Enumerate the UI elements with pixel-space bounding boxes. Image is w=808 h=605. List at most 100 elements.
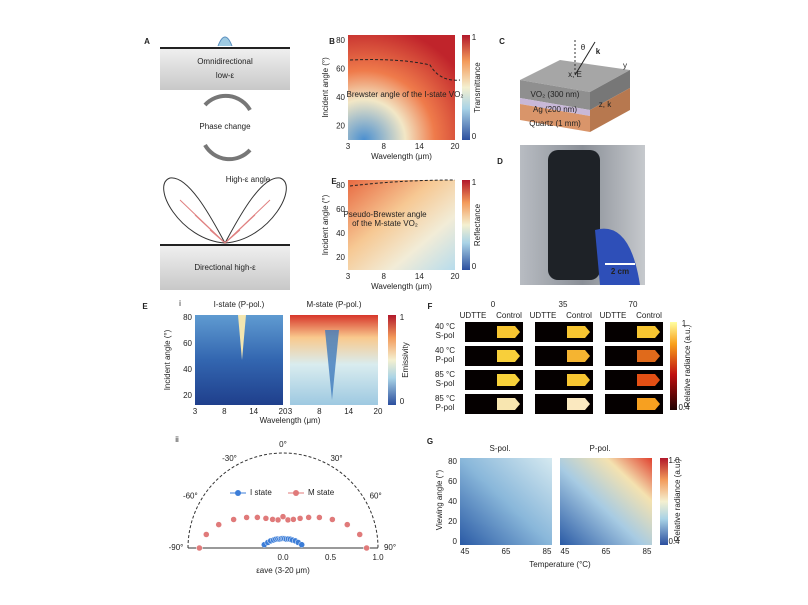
text: 60° <box>370 492 382 501</box>
cold-streak <box>325 330 339 400</box>
panel-label: C <box>499 37 505 46</box>
control-sample <box>497 326 520 338</box>
text: Quartz (1 mm) <box>529 119 581 128</box>
x-tick-label: 20 <box>374 407 383 416</box>
text: Control <box>636 311 662 320</box>
x-tick-label: 3 <box>288 407 293 416</box>
control-sample <box>497 350 520 362</box>
text: Phase change <box>199 122 251 131</box>
text: θ <box>581 43 586 52</box>
text: Wavelength (μm) <box>260 416 321 425</box>
text: 85 <box>543 547 552 556</box>
colorbar <box>462 180 470 270</box>
text: VO₂ (300 nm) <box>531 90 580 99</box>
x-tick-label: 20 <box>279 407 288 416</box>
text: Emissivity <box>401 342 410 378</box>
text: 40 °C <box>435 322 455 331</box>
quartz-side <box>590 88 630 132</box>
heatmap <box>460 458 552 545</box>
colorbar-tick: 0 <box>472 262 477 271</box>
y-tick-label: 40 <box>183 365 192 374</box>
data-point <box>298 541 305 548</box>
colorbar-label: Transmittance <box>473 62 482 113</box>
data-point <box>215 521 222 528</box>
colorbar-tick: 1 <box>472 178 477 187</box>
text: Pseudo-Brewster angle <box>343 210 427 219</box>
quartz-layer <box>520 104 590 132</box>
text: 85 <box>643 547 652 556</box>
text: Relative radiance (a.u.) <box>673 458 682 541</box>
text: Directional high-ε <box>194 263 256 272</box>
text: 0 <box>400 397 405 406</box>
text: 45 <box>461 547 470 556</box>
data-point <box>279 513 287 520</box>
control-sample <box>567 350 590 362</box>
x-tick-label: 3 <box>193 407 198 416</box>
x-tick-label: 14 <box>249 407 258 416</box>
x-tick-label: 8 <box>381 142 386 151</box>
data-point <box>305 514 312 521</box>
polar-outline <box>187 452 379 549</box>
y-tick-label: 40 <box>336 229 345 238</box>
data-point <box>230 516 237 523</box>
text: 1 <box>682 319 687 328</box>
panel-label: B <box>329 37 335 46</box>
layer-top <box>520 60 630 92</box>
y-tick-label: 60 <box>336 205 345 214</box>
heatmap <box>348 35 455 140</box>
y-tick-label: 20 <box>336 122 345 131</box>
brewster-curve <box>349 179 456 187</box>
cycle-arrow <box>203 93 252 112</box>
emission-lobe <box>217 36 233 47</box>
x-tick-label: 14 <box>415 272 424 281</box>
text: P-pol <box>436 355 455 364</box>
text: 90° <box>384 543 396 552</box>
y-axis-label: Incident angle (°) <box>321 194 330 255</box>
rays <box>179 199 271 244</box>
data-point <box>344 521 351 528</box>
y-tick-label: 80 <box>336 36 345 45</box>
control-sample <box>567 326 590 338</box>
data-point <box>290 516 297 523</box>
text: Omnidirectional <box>197 57 253 66</box>
text: 20 <box>448 517 457 526</box>
box <box>160 245 290 290</box>
text: 35 <box>559 300 568 309</box>
y-tick-label: 40 <box>336 93 345 102</box>
control-sample <box>497 374 520 386</box>
text: 30° <box>330 454 342 463</box>
data-point <box>203 531 210 538</box>
text: P-pol. <box>590 444 611 453</box>
text: 70 <box>629 300 638 309</box>
colorbar <box>388 315 396 405</box>
emission-lobe <box>163 177 287 245</box>
colorbar-label: Reflectance <box>473 203 482 246</box>
colorbar <box>670 322 677 410</box>
data-point <box>296 515 304 522</box>
cycle-arrow <box>203 143 252 162</box>
text: ii <box>175 435 179 444</box>
text: S-pol. <box>490 444 511 453</box>
panel-label: E <box>142 302 148 311</box>
text: of the M-state VO₂ <box>352 219 418 228</box>
text: Ag (200 nm) <box>533 105 577 114</box>
colorbar <box>660 458 668 545</box>
control-sample <box>567 398 590 410</box>
control-sample <box>637 350 660 362</box>
text: 85 °C <box>435 370 455 379</box>
text: UDTTE <box>600 311 627 320</box>
data-point <box>356 531 363 538</box>
x-tick-label: 14 <box>344 407 353 416</box>
panel-label: D <box>497 157 503 166</box>
k-vector <box>574 41 596 76</box>
text: 1.0 <box>668 456 680 465</box>
text: 40 °C <box>435 346 455 355</box>
text: UDTTE <box>460 311 487 320</box>
control-sample <box>497 398 520 410</box>
data-point <box>262 515 270 522</box>
colorbar-tick: 0 <box>472 132 477 141</box>
data-point <box>284 516 292 524</box>
text: I-state (P-pol.) <box>214 300 265 309</box>
text: 0° <box>279 440 287 449</box>
